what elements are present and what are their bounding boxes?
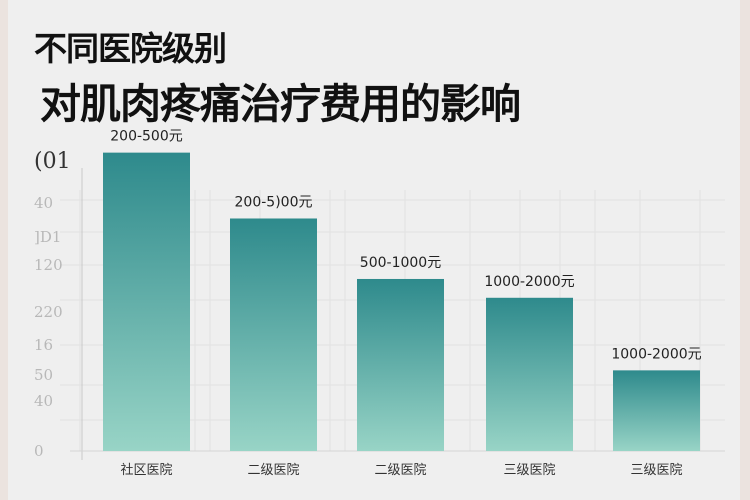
y-tick-label: (01 xyxy=(34,149,71,174)
x-tick-label: 社区医院 xyxy=(120,462,172,478)
x-tick-label: 三级医院 xyxy=(503,463,555,478)
y-tick-label: 120 xyxy=(34,256,63,274)
y-axis: (01 40 ]D1 120 220 16 50 40 0 xyxy=(34,149,725,460)
bar xyxy=(230,218,317,451)
bar-value-label: 1000-2000元 xyxy=(484,274,574,290)
bar-value-label: 500-1000元 xyxy=(360,255,441,271)
bar xyxy=(613,370,700,451)
x-tick-label: 二级医院 xyxy=(247,463,299,478)
bar-value-label: 200-5)00元 xyxy=(235,194,313,210)
bar xyxy=(103,152,190,451)
bar-value-label: 1000-2000元 xyxy=(611,346,701,362)
y-tick-label: 40 xyxy=(34,194,53,212)
y-tick-label: 50 xyxy=(34,366,53,384)
bar-value-label: 200-500元 xyxy=(110,129,183,145)
y-tick-label: 16 xyxy=(34,336,53,354)
bar xyxy=(357,278,444,451)
x-tick-label: 二级医院 xyxy=(374,463,426,478)
labels: 200-500元社区医院200-5)00元二级医院500-1000元二级医院10… xyxy=(110,129,701,478)
bars xyxy=(103,152,700,451)
chart-title-line-1: 不同医院级别 xyxy=(34,29,227,68)
bar xyxy=(486,297,573,451)
chart-title-line-2: 对肌肉疼痛治疗费用的影响 xyxy=(40,80,521,128)
y-tick-label: 0 xyxy=(34,442,44,460)
y-tick-label: 220 xyxy=(34,303,63,321)
y-tick-label: 40 xyxy=(34,392,53,410)
y-tick-label: ]D1 xyxy=(34,228,61,246)
x-tick-label: 三级医院 xyxy=(630,463,682,478)
